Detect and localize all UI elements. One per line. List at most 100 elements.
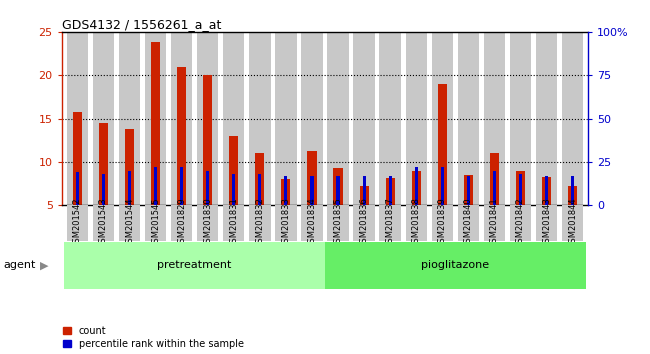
Bar	[197, 32, 218, 205]
Bar	[380, 205, 401, 241]
Text: GSM201545: GSM201545	[151, 198, 160, 248]
Bar	[458, 205, 479, 241]
Bar	[562, 205, 583, 241]
Bar	[458, 32, 479, 205]
Bar	[307, 151, 317, 205]
Text: GSM201843: GSM201843	[542, 198, 551, 249]
Bar	[354, 32, 375, 205]
Text: ▶: ▶	[40, 261, 49, 270]
Bar	[432, 205, 453, 241]
Text: GSM201844: GSM201844	[568, 198, 577, 249]
Bar	[64, 242, 325, 289]
Text: GSM201831: GSM201831	[229, 198, 239, 249]
Bar	[337, 176, 339, 205]
Bar	[177, 67, 186, 205]
Bar	[154, 167, 157, 205]
Bar	[389, 176, 392, 205]
Bar	[562, 32, 583, 205]
Bar	[203, 75, 213, 205]
Bar	[223, 205, 244, 241]
Bar	[510, 32, 531, 205]
Bar	[432, 32, 453, 205]
Bar	[67, 205, 88, 241]
Bar	[145, 205, 166, 241]
Bar	[258, 174, 261, 205]
Bar	[415, 167, 418, 205]
Bar	[125, 129, 134, 205]
Bar	[223, 32, 244, 205]
Bar	[275, 32, 296, 205]
Bar	[180, 167, 183, 205]
Bar	[385, 178, 395, 205]
Bar	[255, 153, 265, 205]
Bar	[249, 32, 270, 205]
Bar	[119, 32, 140, 205]
Bar	[441, 167, 444, 205]
Bar	[171, 205, 192, 241]
Text: GSM201836: GSM201836	[359, 198, 369, 249]
Bar	[333, 168, 343, 205]
Bar	[545, 176, 548, 205]
Bar	[464, 175, 473, 205]
Bar	[302, 32, 322, 205]
Bar	[76, 172, 79, 205]
Bar	[145, 32, 166, 205]
Text: GSM201842: GSM201842	[516, 198, 525, 249]
Text: GDS4132 / 1556261_a_at: GDS4132 / 1556261_a_at	[62, 18, 221, 31]
Legend: count, percentile rank within the sample: count, percentile rank within the sample	[63, 326, 244, 349]
Bar	[536, 205, 557, 241]
Bar	[232, 174, 235, 205]
Text: GSM201830: GSM201830	[203, 198, 212, 249]
Text: GSM201832: GSM201832	[255, 198, 265, 249]
Text: pretreatment: pretreatment	[157, 261, 232, 270]
Bar	[519, 174, 522, 205]
Bar	[119, 205, 140, 241]
Bar	[73, 112, 82, 205]
Bar	[493, 171, 496, 205]
Bar	[197, 205, 218, 241]
Bar	[302, 205, 322, 241]
Bar	[328, 205, 348, 241]
Bar	[354, 205, 375, 241]
Bar	[516, 171, 525, 205]
Bar	[536, 32, 557, 205]
Text: GSM201542: GSM201542	[73, 198, 82, 248]
Bar	[128, 171, 131, 205]
Bar	[510, 205, 531, 241]
Bar	[67, 32, 88, 205]
Text: GSM201543: GSM201543	[99, 198, 108, 249]
Bar	[93, 32, 114, 205]
Bar	[406, 205, 427, 241]
Bar	[284, 176, 287, 205]
Bar	[325, 242, 586, 289]
Text: agent: agent	[3, 261, 36, 270]
Text: GSM201829: GSM201829	[177, 198, 186, 249]
Bar	[542, 177, 551, 205]
Bar	[484, 205, 505, 241]
Bar	[229, 136, 239, 205]
Text: GSM201833: GSM201833	[281, 198, 291, 249]
Bar	[171, 32, 192, 205]
Bar	[490, 153, 499, 205]
Bar	[359, 186, 369, 205]
Text: pioglitazone: pioglitazone	[421, 261, 489, 270]
Bar	[406, 32, 427, 205]
Bar	[311, 176, 313, 205]
Bar	[102, 174, 105, 205]
Text: GSM201840: GSM201840	[464, 198, 473, 249]
Bar	[571, 176, 574, 205]
Bar	[249, 205, 270, 241]
Bar	[93, 205, 114, 241]
Text: GSM201834: GSM201834	[307, 198, 317, 249]
Bar	[275, 205, 296, 241]
Text: GSM201839: GSM201839	[438, 198, 447, 249]
Text: GSM201841: GSM201841	[490, 198, 499, 249]
Bar	[568, 186, 577, 205]
Text: GSM201835: GSM201835	[333, 198, 343, 249]
Bar	[99, 123, 108, 205]
Text: GSM201838: GSM201838	[411, 198, 421, 249]
Text: GSM201837: GSM201837	[385, 198, 395, 249]
Bar	[281, 179, 291, 205]
Text: GSM201544: GSM201544	[125, 198, 134, 248]
Bar	[380, 32, 401, 205]
